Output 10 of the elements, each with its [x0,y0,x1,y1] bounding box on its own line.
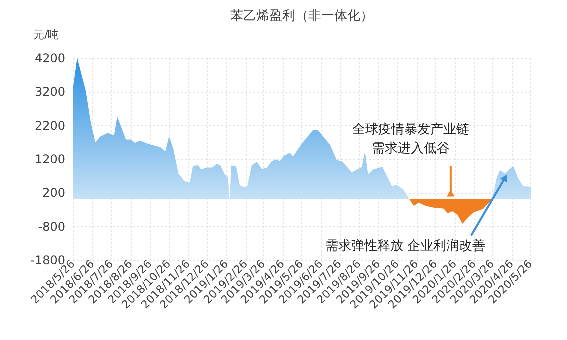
y-tick-label: -800 [38,220,66,234]
y-tick-label: 2200 [34,118,66,133]
annotation: 全球疫情暴发产业链需求进入低谷 [352,122,470,156]
y-tick-label: 1200 [34,152,66,166]
y-tick-label: 3200 [34,85,66,100]
y-axis-title: 元/吨 [34,28,60,42]
y-tick-label: 200 [42,186,66,200]
y-tick-label: 4200 [34,52,66,66]
annotation: 需求弹性释放 企业利润改善 [325,238,486,254]
chart-title: 苯乙烯盈利（非一体化） [230,9,374,24]
